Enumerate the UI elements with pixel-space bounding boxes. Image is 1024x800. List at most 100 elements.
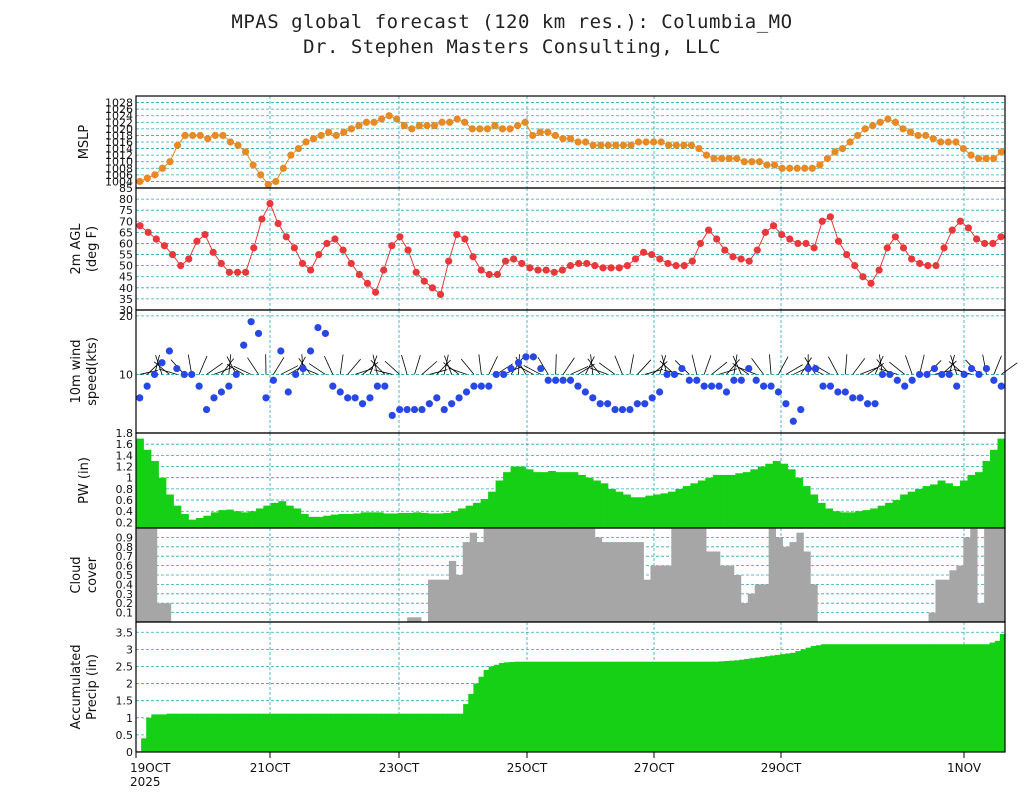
- temp-data-point: [250, 244, 258, 252]
- mslp-data-point: [453, 115, 461, 123]
- precip-bar: [805, 647, 812, 752]
- wind-barb: [587, 358, 601, 375]
- mslp-data-point: [241, 148, 250, 156]
- pw-bar: [465, 505, 474, 528]
- wind-data-point: [358, 400, 367, 408]
- pw-bar: [210, 512, 219, 528]
- cloud-panel: 0.10.20.30.40.50.60.70.80.9 Cloud cover: [69, 527, 1006, 623]
- mslp-data-point: [680, 141, 688, 149]
- wind-data-point: [388, 411, 396, 420]
- temp-ytick-label: 30: [119, 304, 133, 317]
- cloud-bar: [991, 528, 999, 622]
- wind-data-point: [277, 347, 285, 355]
- precip-bar: [815, 645, 822, 752]
- wind-barb: [354, 368, 374, 375]
- pw-bar: [308, 516, 317, 528]
- temp-data-point: [778, 230, 786, 239]
- precip-ylabel: Precip (in): [85, 654, 100, 720]
- wind-barb: [233, 365, 252, 375]
- mslp-data-point: [718, 154, 726, 163]
- wind-data-point: [537, 364, 545, 373]
- wind-data-point: [559, 376, 567, 384]
- precip-bar: [943, 644, 950, 752]
- cloud-bar: [685, 528, 693, 622]
- precip-bar: [207, 713, 214, 752]
- x-tick-label: 19OCT: [130, 761, 171, 775]
- mslp-data-point: [838, 144, 847, 153]
- temp-data-point: [899, 244, 908, 252]
- wind-ylabel: speed(kts): [85, 337, 100, 406]
- mslp-data-point: [801, 164, 809, 172]
- mslp-data-point: [415, 121, 423, 130]
- pw-bar: [847, 512, 856, 528]
- wind-data-point: [225, 382, 233, 390]
- pw-bar: [218, 510, 227, 528]
- precip-bar: [999, 633, 1006, 752]
- wind-data-point: [708, 382, 716, 390]
- wind-data-point: [544, 376, 552, 384]
- pw-bar: [757, 466, 766, 528]
- precip-bar: [754, 657, 761, 752]
- wind-barb: [598, 362, 616, 375]
- mslp-data-point: [400, 121, 408, 130]
- temp-data-point: [713, 235, 721, 243]
- precip-bar: [176, 713, 183, 752]
- temp-ytick-label: 85: [119, 182, 133, 195]
- temp-data-point: [981, 239, 989, 248]
- mslp-data-point: [226, 138, 235, 146]
- mslp-data-point: [445, 118, 454, 126]
- temp-data-point: [615, 264, 623, 272]
- precip-bar: [662, 661, 669, 752]
- cloud-bar: [956, 565, 964, 622]
- mslp-data-point: [861, 125, 869, 133]
- precip-bar: [887, 644, 893, 752]
- cloud-bar: [699, 528, 707, 622]
- x-tick-label: 29OCT: [761, 761, 802, 775]
- wind-barb: [769, 354, 772, 375]
- wind-data-point: [819, 382, 827, 390]
- x-year-label: 2025: [130, 775, 161, 789]
- precip-bar: [452, 713, 459, 752]
- temp-ytick-label: 75: [119, 204, 133, 217]
- mslp-ytick-label: 1022: [105, 116, 133, 129]
- pw-bar: [443, 512, 452, 528]
- precip-ytick-label: 1: [126, 712, 133, 725]
- wind-barb: [778, 356, 789, 375]
- cloud-bar: [970, 528, 978, 622]
- temp-data-point: [144, 228, 152, 236]
- wind-data-point: [329, 382, 337, 390]
- wind-barb: [374, 369, 393, 375]
- pw-bar: [136, 438, 144, 528]
- wind-data-point: [812, 364, 820, 373]
- pw-bar: [990, 449, 998, 528]
- temp-data-point: [875, 266, 883, 274]
- wind-barb: [401, 354, 408, 375]
- pw-bar: [458, 508, 467, 528]
- mslp-data-point: [854, 131, 862, 140]
- cloud-bar: [539, 528, 547, 622]
- mslp-data-point: [702, 151, 711, 159]
- wind-data-point: [648, 394, 656, 402]
- temp-data-point: [656, 255, 664, 263]
- mslp-data-point: [302, 138, 310, 146]
- mslp-data-point: [423, 121, 431, 130]
- wind-data-point: [232, 370, 240, 379]
- temp-data-point: [696, 239, 705, 248]
- wind-data-point: [841, 388, 849, 396]
- pw-ytick-label: 1.6: [116, 438, 134, 451]
- wind-data-point: [715, 382, 723, 390]
- precip-bar: [601, 661, 607, 752]
- pw-bar: [398, 512, 407, 528]
- precip-bar: [192, 713, 198, 752]
- cloud-bar: [657, 565, 665, 622]
- wind-data-point: [871, 400, 879, 408]
- precip-bar: [202, 713, 208, 752]
- cloud-bar: [553, 528, 561, 622]
- mslp-data-point: [498, 125, 507, 133]
- precip-bar: [964, 644, 970, 752]
- wind-data-point: [284, 388, 292, 396]
- wind-barb: [280, 365, 299, 375]
- wind-data-point: [455, 394, 463, 402]
- pw-bar: [248, 511, 257, 528]
- pw-bar: [375, 512, 384, 528]
